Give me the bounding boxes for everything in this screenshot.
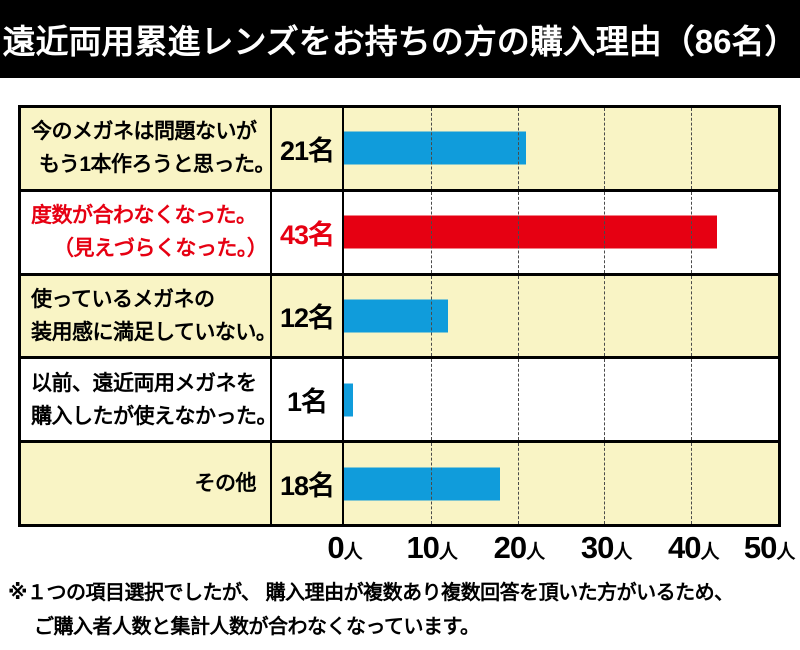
gridline — [517, 275, 519, 357]
tick-number: 40 — [668, 530, 701, 565]
row-label-line: 以前、遠近両用メガネを — [31, 371, 257, 395]
gridline — [604, 359, 606, 441]
row-bar-area — [344, 443, 778, 524]
gridline — [691, 191, 693, 273]
row-label: 以前、遠近両用メガネを 購入したが使えなかった。 — [21, 359, 278, 441]
chart-title: 遠近両用累進レンズをお持ちの方の購入理由（86名） — [2, 23, 798, 60]
tick-number: 30 — [580, 530, 614, 565]
row-label: 度数が合わなくなった。 （見えづらくなった。） — [21, 191, 272, 273]
row-bar-area — [344, 275, 778, 357]
row-bar-area — [344, 359, 778, 441]
gridline — [604, 191, 606, 273]
gridline — [430, 275, 432, 357]
row-count: 12名 — [272, 275, 344, 357]
x-axis-tick: 50人 — [744, 530, 796, 566]
gridline — [604, 108, 606, 189]
row-label: 今のメガネは問題ないが もう1本作ろうと思った。 — [21, 108, 276, 189]
row-label: 使っているメガネの 装用感に満足していない。 — [21, 275, 277, 357]
bar — [344, 383, 353, 417]
tick-unit: 人 — [613, 542, 633, 563]
tick-number: 20 — [493, 530, 527, 565]
row-label-line: もう1本作ろうと思った。 — [39, 153, 276, 177]
chart-row: 度数が合わなくなった。 （見えづらくなった。） 43名 — [21, 191, 778, 276]
row-label-line: 装用感に満足していない。 — [31, 320, 277, 344]
bar — [344, 467, 501, 501]
x-axis-tick: 0人 — [327, 530, 362, 566]
x-axis-tick: 40人 — [668, 530, 720, 566]
gridline — [604, 275, 606, 357]
gridline — [430, 443, 432, 524]
row-bar-area — [344, 108, 778, 189]
x-axis: 0人 10人 20人 30人 40人 50人 — [327, 530, 795, 574]
footnote: ※１つの項目選択でしたが、 購入理由が複数あり複数回答を頂いた方がいるため、 ご… — [8, 576, 792, 644]
x-axis-tick: 30人 — [581, 530, 633, 566]
chart-row: その他 18名 — [21, 443, 778, 524]
row-bar-area — [344, 191, 778, 273]
gridline — [517, 191, 519, 273]
row-label-line: 度数が合わなくなった。 — [31, 204, 257, 228]
gridline — [430, 108, 432, 189]
row-count: 18名 — [272, 443, 344, 524]
tick-unit: 人 — [526, 542, 546, 563]
chart-row: 使っているメガネの 装用感に満足していない。 12名 — [21, 275, 778, 360]
gridline — [691, 108, 693, 189]
tick-unit: 人 — [776, 542, 796, 563]
row-label-line: その他 — [194, 472, 257, 496]
tick-unit: 人 — [438, 542, 458, 563]
row-label-line: 今のメガネは問題ないが — [31, 120, 257, 144]
footnote-line: ご購入者人数と集計人数が合わなくなっています。 — [34, 616, 480, 638]
bar — [344, 215, 718, 249]
gridline — [604, 443, 606, 524]
gridline — [430, 359, 432, 441]
footnote-line: ※１つの項目選択でしたが、 購入理由が複数あり複数回答を頂いた方がいるため、 — [8, 582, 734, 604]
bar — [344, 299, 449, 333]
chart-row: 今のメガネは問題ないが もう1本作ろうと思った。 21名 — [21, 108, 778, 192]
gridline — [691, 443, 693, 524]
bar — [344, 131, 527, 165]
row-count: 21名 — [272, 108, 344, 189]
row-count: 43名 — [272, 191, 344, 273]
row-label: その他 — [21, 443, 272, 524]
tick-number: 0 — [327, 530, 344, 565]
bar-chart: 今のメガネは問題ないが もう1本作ろうと思った。 21名 度数が合わなくなった。… — [18, 105, 781, 527]
gridline — [691, 359, 693, 441]
tick-number: 10 — [406, 530, 439, 565]
tick-number: 50 — [743, 530, 777, 565]
gridline — [430, 191, 432, 273]
gridline — [517, 443, 519, 524]
chart-row: 以前、遠近両用メガネを 購入したが使えなかった。 1名 — [21, 359, 778, 444]
row-label-line: （見えづらくなった。） — [53, 237, 268, 261]
gridline — [517, 108, 519, 189]
x-axis-tick: 20人 — [494, 530, 546, 566]
row-label-line: 購入したが使えなかった。 — [31, 404, 278, 428]
title-bar: 遠近両用累進レンズをお持ちの方の購入理由（86名） — [0, 0, 800, 78]
gridline — [691, 275, 693, 357]
gridline — [517, 359, 519, 441]
tick-unit: 人 — [700, 542, 720, 563]
x-axis-tick: 10人 — [406, 530, 458, 566]
tick-unit: 人 — [343, 542, 363, 563]
row-label-line: 使っているメガネの — [31, 287, 215, 311]
row-count: 1名 — [272, 359, 344, 441]
